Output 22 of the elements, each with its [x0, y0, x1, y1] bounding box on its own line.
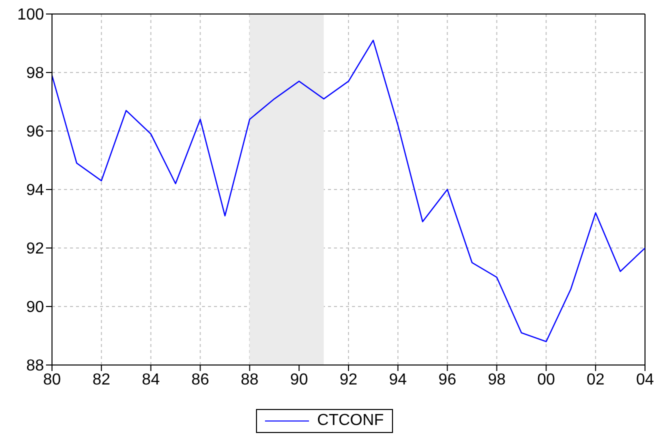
- x-tick-label: 80: [43, 371, 61, 388]
- x-tick-label: 98: [488, 371, 506, 388]
- y-tick-label: 88: [26, 358, 44, 375]
- y-tick-label: 96: [26, 124, 44, 141]
- x-tick-label: 88: [240, 371, 259, 388]
- line-series: [52, 40, 645, 342]
- legend-label: CTCONF: [316, 412, 384, 430]
- y-tick-label: 92: [26, 240, 44, 258]
- x-tick-label: 90: [290, 371, 308, 388]
- x-tick-label: 96: [438, 371, 456, 388]
- x-tick-label: 02: [586, 371, 605, 388]
- y-tick-label: 94: [26, 182, 44, 200]
- x-tick-label: 92: [340, 371, 358, 388]
- x-tick-label: 86: [191, 371, 210, 388]
- y-tick-label: 100: [17, 6, 44, 24]
- y-tick-label: 98: [26, 65, 44, 82]
- x-tick-label: 84: [142, 371, 160, 388]
- x-tick-label: 82: [92, 371, 110, 388]
- x-tick-label: 94: [389, 371, 407, 388]
- x-tick-label: 04: [636, 371, 654, 388]
- y-tick-label: 90: [26, 299, 44, 316]
- x-tick-label: 00: [537, 371, 556, 388]
